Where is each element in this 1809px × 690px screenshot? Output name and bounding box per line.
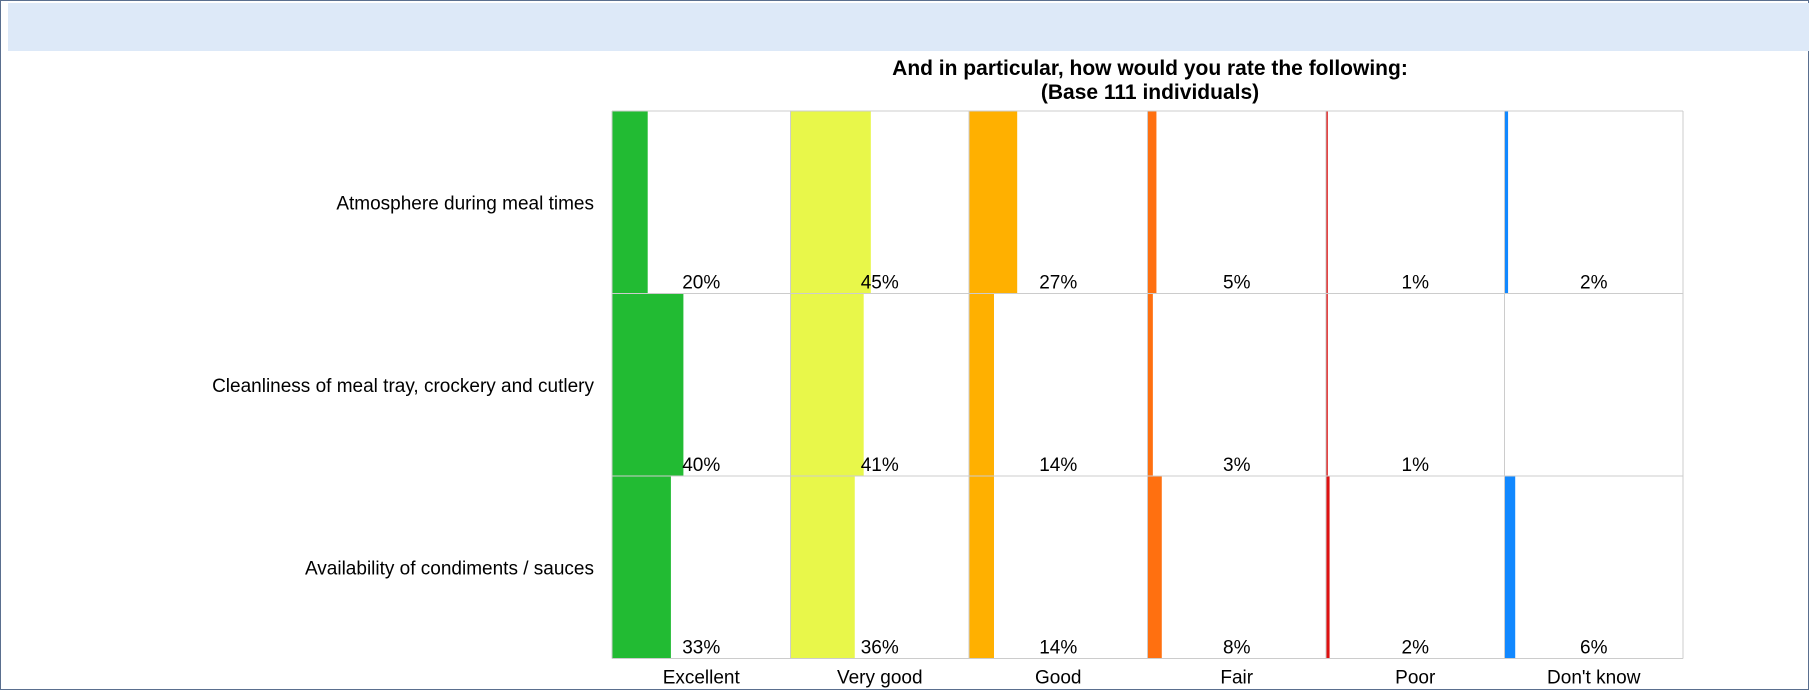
data-label: 1% — [1402, 455, 1430, 476]
bar — [612, 293, 684, 476]
bar — [969, 293, 994, 476]
bar — [1326, 111, 1328, 294]
series-tick-label: Don't know — [1547, 668, 1641, 689]
bar — [790, 111, 871, 294]
bar — [790, 476, 855, 659]
data-label: 5% — [1223, 273, 1251, 294]
bar — [1326, 476, 1330, 659]
data-label: 14% — [1039, 638, 1077, 659]
series-tick-label: Fair — [1220, 668, 1253, 689]
bar — [1504, 476, 1516, 659]
data-label: 40% — [682, 455, 720, 476]
data-label: 36% — [861, 638, 899, 659]
data-label: 45% — [861, 273, 899, 294]
series-tick-label: Poor — [1395, 668, 1436, 689]
data-label: 2% — [1402, 638, 1430, 659]
chart-title-block: And in particular, how would you rate th… — [0, 57, 1809, 105]
data-label: 14% — [1039, 455, 1077, 476]
category-label: Cleanliness of meal tray, crockery and c… — [212, 376, 594, 397]
bar — [612, 111, 648, 294]
bar — [969, 111, 1018, 294]
series-tick-label: Very good — [837, 668, 923, 689]
category-label: Availability of condiments / sauces — [305, 558, 594, 579]
bar — [790, 293, 864, 476]
data-label: 6% — [1580, 638, 1608, 659]
header-bar — [8, 3, 1809, 51]
bar — [612, 476, 671, 659]
data-label: 1% — [1402, 273, 1430, 294]
bar — [1504, 111, 1509, 294]
data-label: 41% — [861, 455, 899, 476]
bar — [1147, 293, 1153, 476]
chart-subtitle: (Base 111 individuals) — [1040, 81, 1260, 104]
data-label: 8% — [1223, 638, 1251, 659]
bar — [969, 476, 994, 659]
chart-title: And in particular, how would you rate th… — [892, 57, 1408, 80]
data-label: 27% — [1039, 273, 1077, 294]
bar — [1147, 476, 1162, 659]
data-label: 20% — [682, 273, 720, 294]
data-label: 33% — [682, 638, 720, 659]
bar — [1147, 111, 1157, 294]
data-label: 2% — [1580, 273, 1608, 294]
bar — [1326, 293, 1328, 476]
data-label: 3% — [1223, 455, 1251, 476]
series-tick-label: Excellent — [663, 668, 741, 689]
series-tick-label: Good — [1035, 668, 1081, 689]
category-label: Atmosphere during meal times — [336, 193, 594, 214]
